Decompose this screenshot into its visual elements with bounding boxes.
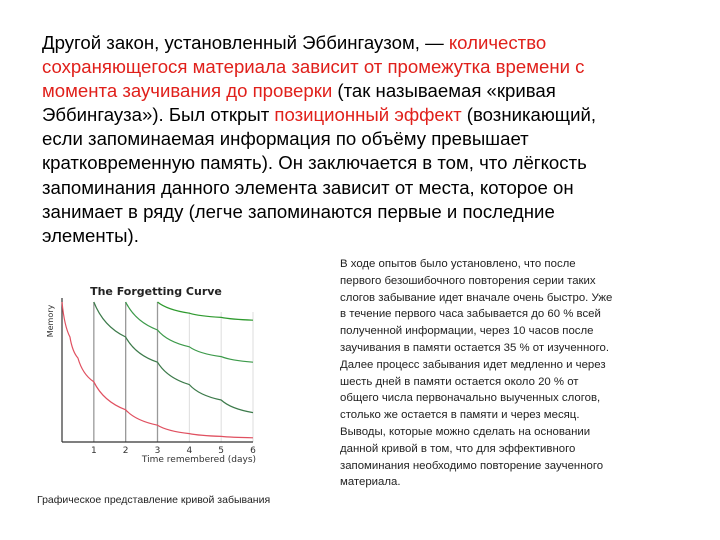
text-line: сохраняющегося материала зависит от пром… — [42, 55, 712, 79]
text-line: Другой закон, установленный Эббингаузом,… — [42, 31, 712, 55]
curve-series-0 — [61, 301, 254, 439]
main-paragraph: Другой закон, установленный Эббингаузом,… — [42, 31, 712, 248]
text-line: кратковременную память). Он заключается … — [42, 151, 712, 175]
x-tick-label: 3 — [155, 446, 161, 456]
text-line: занимает в ряду (легче запоминаются перв… — [42, 200, 712, 224]
highlighted-text: количество — [448, 32, 547, 53]
side-text-line: столько же остается в памяти и через мес… — [340, 409, 580, 422]
highlighted-text: момента заучивания до проверки — [42, 80, 333, 102]
chart-caption: Графическое представление кривой забыван… — [37, 494, 271, 506]
chart-title: The Forgetting Curve — [90, 285, 222, 298]
x-tick-label: 5 — [218, 446, 224, 456]
x-tick-label: 1 — [91, 446, 97, 456]
x-tick-label: 6 — [250, 446, 256, 456]
side-text-line: Далее процесс забывания идет медленно и … — [340, 358, 606, 371]
side-text-line: слогов забывание идет вначале очень быст… — [340, 291, 613, 304]
text-segment: занимает в ряду (легче запоминаются перв… — [42, 200, 555, 222]
text-line: если запоминаемая информация по объёму п… — [42, 127, 712, 151]
side-text-line: полученной информации, через 10 часов по… — [340, 325, 594, 338]
curve-series-3 — [157, 301, 254, 321]
text-line: запоминания данного элемента зависит от … — [42, 176, 712, 200]
text-segment: запоминания данного элемента зависит от … — [42, 176, 574, 198]
text-line: момента заучивания до проверки (так назы… — [42, 79, 712, 103]
text-segment: (возникающий, — [461, 104, 597, 126]
side-text-line: В ходе опытов было установлено, что посл… — [340, 258, 576, 270]
side-text-line: первого безошибочного повторения серии т… — [340, 274, 596, 287]
highlighted-text: сохраняющегося материала зависит от пром… — [42, 56, 585, 78]
text-segment: элементы). — [42, 224, 139, 246]
text-segment: если запоминаемая информация по объёму п… — [42, 128, 529, 150]
x-tick-label: 2 — [123, 446, 129, 456]
side-text-line: шесть дней в памяти остается около 20 % … — [340, 375, 579, 388]
side-text-line: материала. — [340, 476, 401, 489]
forgetting-curve-chart: The Forgetting Curve Memory Time remembe… — [46, 285, 256, 465]
text-line: Эббингауза»). Был открыт позиционный эфф… — [42, 103, 712, 127]
chart-xlabel: Time remembered (days) — [141, 455, 256, 465]
x-tick-label: 4 — [186, 446, 192, 456]
text-line: элементы). — [42, 224, 712, 248]
text-segment: Другой закон, установленный Эббингаузом,… — [42, 32, 449, 53]
side-text-line: данной кривой в том, что для эффективног… — [340, 442, 576, 455]
text-segment: Эббингауза»). Был открыт — [42, 104, 275, 126]
chart-ylabel: Memory — [46, 304, 55, 337]
side-text-line: Выводы, которые можно сделать на основан… — [340, 425, 591, 438]
side-text-line: общего числа первоначально выученных сло… — [340, 392, 601, 405]
curve-series-2 — [125, 301, 254, 363]
side-text-line: в течение первого часа забывается до 60 … — [340, 308, 601, 321]
side-paragraph: В ходе опытов было установлено, что посл… — [340, 256, 690, 491]
text-segment: (так называемая «кривая — [332, 80, 556, 102]
side-text-line: заучивания в памяти остается 35 % от изу… — [340, 341, 609, 354]
text-segment: кратковременную память). Он заключается … — [42, 152, 587, 174]
highlighted-text: позиционный эффект — [274, 104, 462, 126]
side-text-line: запоминания необходимо повторение заучен… — [340, 459, 604, 472]
curve-series-1 — [93, 301, 254, 414]
